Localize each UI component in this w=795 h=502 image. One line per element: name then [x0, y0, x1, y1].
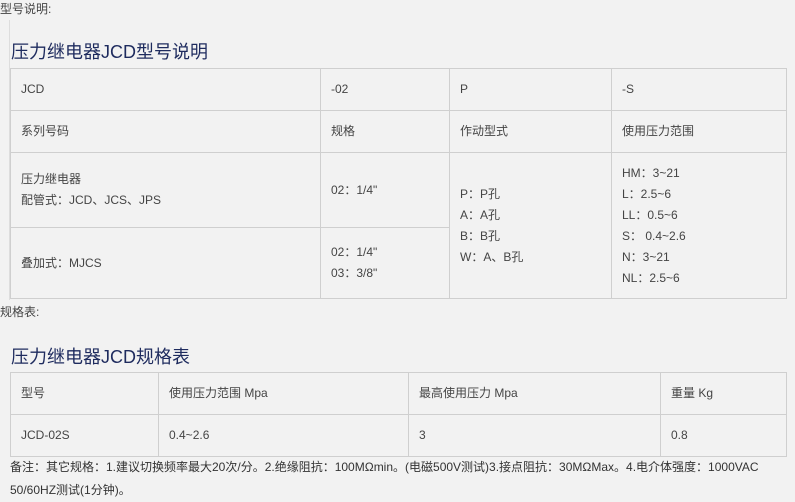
table-cell: HM：3~21 L：2.5~6 LL：0.5~6 S： 0.4~2.6 N：3~…: [611, 152, 787, 299]
spec-table: 型号 使用压力范围 Mpa 最高使用压力 Mpa 重量 Kg JCD-02S 0…: [10, 372, 787, 457]
cell-line: HM：3~21: [622, 165, 680, 180]
section-label-spec: 规格表:: [0, 305, 40, 319]
table-row: 型号 使用压力范围 Mpa 最高使用压力 Mpa 重量 Kg: [10, 372, 787, 415]
note-text: 备注：其它规格：1.建议切换频率最大20次/分。2.绝缘阻抗：100MΩmin。…: [10, 460, 759, 497]
table-row: 叠加式：MJCS 02：1/4" 03：3/8": [10, 227, 787, 299]
table-cell: -02: [320, 68, 450, 111]
table-header: 使用压力范围 Mpa: [158, 372, 409, 415]
table-cell: 02：1/4": [320, 152, 450, 228]
table-cell: P：P孔 A：A孔 B：B孔 W：A、B孔: [449, 152, 612, 299]
cell-line: P：P孔: [460, 186, 501, 201]
table-header: 重量 Kg: [660, 372, 787, 415]
table-cell: JCD: [10, 68, 321, 111]
table-header: 作动型式: [449, 110, 612, 153]
table-header: 型号: [10, 372, 159, 415]
cell-line: B：B孔: [460, 228, 501, 243]
table-cell: 0.4~2.6: [158, 414, 409, 457]
cell-line: L：2.5~6: [622, 186, 672, 201]
cell-line: S： 0.4~2.6: [622, 228, 686, 243]
spec-table-title: 压力继电器JCD规格表: [11, 347, 190, 367]
table-row: JCD-02S 0.4~2.6 3 0.8: [10, 414, 787, 457]
table-row: 系列号码 规格 作动型式 使用压力范围: [10, 110, 787, 153]
model-table-title: 压力继电器JCD型号说明: [11, 42, 208, 62]
cell-line: 02：1/4": [331, 245, 378, 259]
table-cell: 0.8: [660, 414, 787, 457]
cell-line: W：A、B孔: [460, 249, 524, 264]
table-row: 压力继电器配管式：JCD、JCS、JPS 02：1/4" P：P孔 A：A孔 B…: [10, 152, 787, 299]
table-cell: P: [449, 68, 612, 111]
table-row: JCD -02 P -S: [10, 68, 787, 111]
cell-line: NL：2.5~6: [622, 270, 680, 285]
table-header: 规格: [320, 110, 450, 153]
cell-line: 配管式：JCD、JCS、JPS: [21, 193, 162, 207]
table-cell: -S: [611, 68, 787, 111]
table-cell: 叠加式：MJCS: [10, 227, 321, 299]
table-cell: 02：1/4" 03：3/8": [320, 227, 450, 299]
table-header: 系列号码: [10, 110, 321, 153]
cell-line: LL：0.5~6: [622, 207, 678, 222]
table-cell: JCD-02S: [10, 414, 159, 457]
section-label-model: 型号说明:: [0, 2, 52, 16]
table-header: 使用压力范围: [611, 110, 787, 153]
divider: [9, 20, 10, 300]
table-cell: 压力继电器配管式：JCD、JCS、JPS: [10, 152, 321, 228]
cell-line: 03：3/8": [331, 266, 378, 280]
model-table: JCD -02 P -S 系列号码 规格 作动型式 使用压力范围 压力继电器配管…: [10, 68, 787, 299]
cell-line: 压力继电器: [21, 172, 82, 186]
table-header: 最高使用压力 Mpa: [408, 372, 661, 415]
cell-line: A：A孔: [460, 207, 501, 222]
table-cell: 3: [408, 414, 661, 457]
cell-line: N：3~21: [622, 249, 670, 264]
